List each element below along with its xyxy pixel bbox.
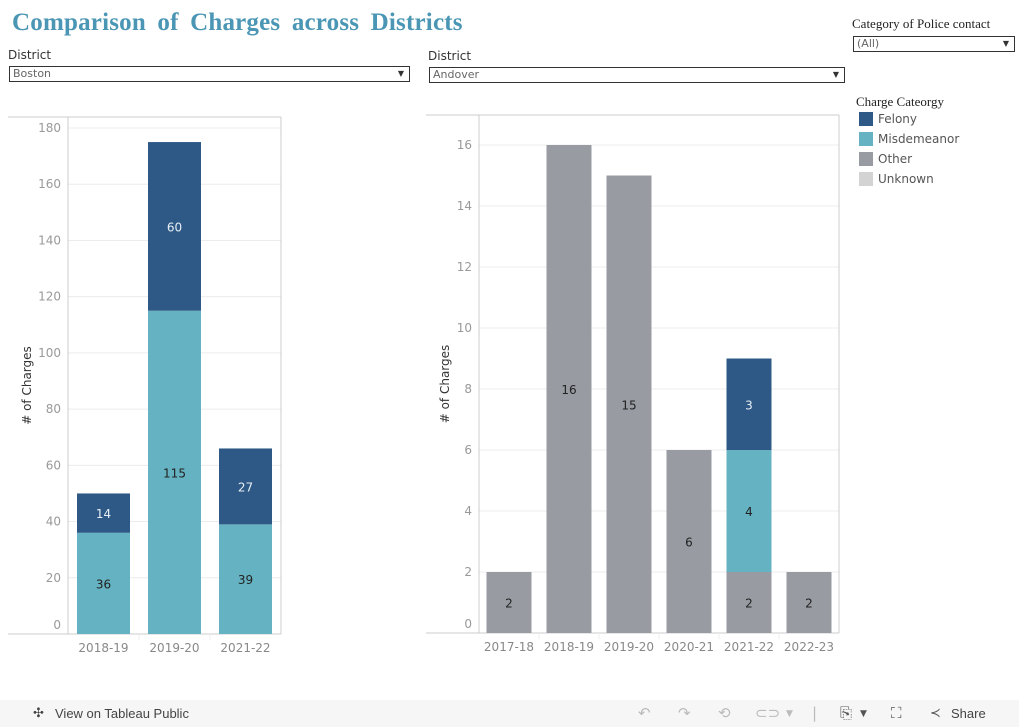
y-tick-label: 180 [38,121,61,135]
y-tick-label: 60 [46,458,61,472]
tableau-footer-toolbar: ✣ View on Tableau Public ↶ ↷ ⟲ ⊂⊃ ▼ | ⎘ … [0,700,1019,727]
download-icon[interactable]: ⎘ [840,704,853,722]
y-tick-label: 0 [464,617,472,631]
boston-chart: 0 20 40 60 80 100 120 140 160 180 # of Charges 2018… [8,116,282,655]
legend-swatch [859,132,873,146]
legend-item-other[interactable]: Other [859,152,912,166]
y-tick-label: 14 [457,199,472,213]
dashboard-title: Comparison of Charges across Districts [12,9,463,36]
y-tick-label: 40 [46,515,61,529]
legend-item-unknown[interactable]: Unknown [859,172,934,186]
x-tick-label: 2019-20 [604,640,654,654]
data-label: 2 [805,597,813,611]
right-district-value: Andover [433,68,480,81]
bar-segment-other [606,175,652,633]
bar-segment-felony [726,358,772,450]
left-district-value: Boston [13,67,52,80]
y-tick-label: 80 [46,402,61,416]
y-tick-label: 0 [53,618,61,632]
chevron-down-icon: ▼ [832,70,839,79]
category-select[interactable]: (All) ▼ [853,36,1015,52]
bar-segment-felony [148,142,201,311]
bar-segment-other [726,572,772,633]
bar-segment-other [486,572,532,633]
right-district-select[interactable]: Andover ▼ [429,67,845,83]
chevron-down-icon: ▼ [397,69,404,78]
x-tick-label: 2017-18 [484,640,534,654]
redo-icon[interactable]: ↷ [678,704,691,722]
y-tick-label: 4 [464,504,472,518]
x-tick-label: 2019-20 [149,641,199,655]
legend-item-felony[interactable]: Felony [859,112,917,126]
download-dropdown-icon[interactable]: ▼ [860,709,867,719]
legend-swatch [859,112,873,126]
refresh-dropdown-icon[interactable]: ▼ [786,709,793,719]
legend-swatch [859,152,873,166]
right-district-filter-label: District [428,49,472,63]
data-label: 16 [561,383,576,397]
y-tick-label: 12 [457,260,472,274]
y-tick-label: 20 [46,571,61,585]
legend-item-misdemeanor[interactable]: Misdemeanor [859,132,959,146]
x-tick-label: 2021-22 [724,640,774,654]
category-filter-label: Category of Police contact [852,16,991,31]
bar-segment-other [786,572,832,633]
y-tick-label: 8 [464,382,472,396]
data-label: 14 [96,507,111,521]
data-label: 115 [163,466,186,480]
share-icon[interactable]: ≺ [930,706,941,721]
y-tick-label: 160 [38,177,61,191]
fullscreen-icon[interactable]: ⛶ [891,704,902,722]
data-label: 27 [238,480,253,494]
data-label: 15 [621,398,636,412]
bar-segment-felony [77,493,130,533]
share-button[interactable]: Share [951,706,986,721]
y-axis-title: # of Charges [20,346,34,425]
left-district-filter-label: District [8,48,52,62]
y-tick-label: 120 [38,290,61,304]
bar-segment-other [666,450,712,633]
x-tick-label: 2021-22 [220,641,270,655]
y-tick-label: 2 [464,565,472,579]
x-tick-label: 2020-21 [664,640,714,654]
left-district-select[interactable]: Boston ▼ [9,66,410,82]
y-tick-label: 100 [38,346,61,360]
tableau-logo-icon: ✣ [33,706,44,721]
x-tick-label: 2022-23 [784,640,834,654]
refresh-icon[interactable]: ⊂⊃ [755,704,781,722]
x-tick-label: 2018-19 [544,640,594,654]
bar-segment-felony [219,448,272,525]
data-label: 39 [238,573,253,587]
data-label: 6 [685,536,693,550]
data-label: 36 [96,577,111,591]
y-tick-label: 10 [457,321,472,335]
x-tick-label: 2018-19 [78,641,128,655]
bar-segment-misdemeanor [726,450,772,572]
y-tick-label: 16 [457,138,472,152]
y-axis-title: # of Charges [438,345,452,424]
category-value: (All) [857,37,880,50]
andover-chart: 0 2 4 6 8 10 12 14 16 # of Charges 2017-18 2 2018-19… [426,114,840,654]
y-tick-label: 6 [464,443,472,457]
chevron-down-icon: ▼ [1002,39,1009,48]
legend-swatch [859,172,873,186]
view-on-tableau-public-link[interactable]: View on Tableau Public [55,706,189,721]
data-label: 60 [167,220,182,234]
bar-segment-other [546,145,592,633]
data-label: 3 [745,398,753,412]
data-label: 2 [505,597,513,611]
bar-segment-misdemeanor [219,524,272,634]
bar-segment-misdemeanor [148,310,201,634]
revert-icon[interactable]: ⟲ [718,704,731,722]
data-label: 4 [745,505,753,519]
data-label: 2 [745,597,753,611]
y-tick-label: 140 [38,233,61,247]
bar-segment-misdemeanor [77,532,130,634]
legend-title: Charge Cateorgy [856,94,944,109]
undo-icon[interactable]: ↶ [638,704,651,722]
toolbar-separator: | [812,704,818,722]
